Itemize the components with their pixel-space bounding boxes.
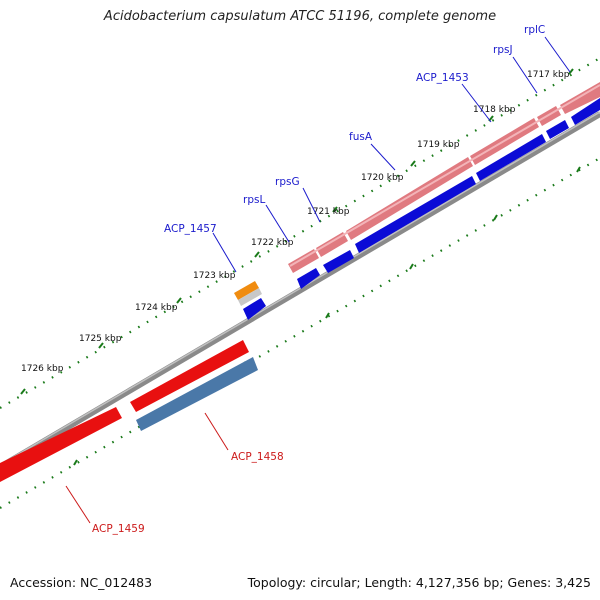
gene-rplC-blue [571,98,600,125]
gene-label: rplC [524,24,545,36]
tick-label: 1717 kbp [527,70,570,80]
forward-strand-blue-genes [297,98,600,289]
gene-rpsG-pink [316,232,348,257]
accession-label: Accession: NC_012483 [10,575,153,590]
gene-label: ACP_1453 [416,72,469,84]
gene-label: ACP_1458 [231,451,284,463]
gene-ACP_1457-blue [243,298,266,320]
tick-label: 1720 kbp [361,173,404,183]
reverse-strand-genes [0,340,258,482]
gene-rpsL-blue [297,268,320,289]
gene-ACP_1457-group [234,281,266,320]
gene-rpsJ-blue [546,120,569,139]
gene-label: fusA [349,131,373,143]
tick-label: 1726 kbp [21,364,64,374]
gene-rpsL-pink [288,249,319,273]
map-title: Acidobacterium capsulatum ATCC 51196, co… [103,9,497,24]
gene-labels: rplC rpsJ ACP_1453 fusA rpsG rpsL ACP_14… [92,24,545,535]
gene-ACP_1457-orange [234,281,259,300]
topology-label: Topology: circular; Length: 4,127,356 bp… [247,575,591,590]
tick-label: 1718 kbp [473,105,516,115]
genome-backbone [0,111,600,470]
gene-ACP_1459-red [0,407,122,482]
tick-label: 1722 kbp [251,238,294,248]
gene-label: rpsG [275,176,300,188]
tick-label: 1721 kbp [307,207,350,217]
gene-rpsG-blue [323,250,354,273]
inner-tick-track [0,157,600,509]
forward-strand-pink-genes [288,82,600,273]
outer-major-ticks [20,68,574,395]
outer-tick-track [0,57,600,409]
gene-label: rpsL [243,194,265,206]
gene-ACP_1458-red [130,340,249,412]
gene-label: ACP_1459 [92,523,145,535]
pink-gene-highlight [289,84,600,267]
gene-ACP_1457-gray [238,288,262,306]
tick-label: 1725 kbp [79,334,122,344]
gene-ACP_1453-blue [476,134,546,181]
tick-labels: 1717 kbp 1718 kbp 1719 kbp 1720 kbp 1721… [21,70,570,374]
gene-label: ACP_1457 [164,223,217,235]
gene-fusA-blue [355,176,476,253]
tick-label: 1724 kbp [135,303,178,313]
inner-dotted-ring [0,157,600,509]
gene-label: rpsJ [493,44,513,56]
gene-leader-lines [65,36,571,524]
tick-label: 1723 kbp [193,271,236,281]
tick-label: 1719 kbp [417,140,460,150]
gene-ACP_1458-steel [136,357,258,431]
